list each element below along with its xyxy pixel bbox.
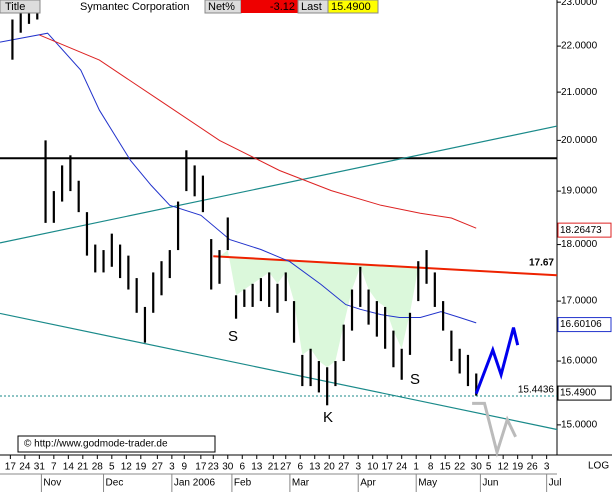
forecast <box>472 401 517 458</box>
x-tick-label: 12 <box>498 462 510 473</box>
x-tick-label: 14 <box>63 462 75 473</box>
y-tick-label: 20.0000 <box>561 135 598 146</box>
neckline-label: 17.67 <box>529 258 554 269</box>
x-tick-label: 28 <box>92 462 104 473</box>
month-label: Mar <box>292 478 310 489</box>
month-label: Jul <box>549 478 562 489</box>
trendline <box>0 125 558 244</box>
trendline <box>0 312 558 431</box>
x-tick-label: 10 <box>367 462 379 473</box>
x-tick-label: 12 <box>121 462 133 473</box>
x-tick-label: 30 <box>471 462 483 473</box>
x-tick-label: 22 <box>454 462 466 473</box>
x-tick-label: 19 <box>135 462 147 473</box>
tab-box <box>0 0 41 14</box>
net-value-box <box>241 0 298 13</box>
month-label: Dec <box>106 478 124 489</box>
y-tick-label: 22.0000 <box>561 41 598 52</box>
net-value: -3.12 <box>270 1 295 13</box>
x-tick-label: 20 <box>324 462 336 473</box>
price-label-box <box>557 385 612 401</box>
y-tick-label: 19.0000 <box>561 186 598 197</box>
y-tick-label: 17.0000 <box>561 296 598 307</box>
month-label: Jun <box>482 478 498 489</box>
x-tick-label: 27 <box>280 462 292 473</box>
x-tick-label: 21 <box>268 462 280 473</box>
x-tick-label: 17 <box>5 462 17 473</box>
x-tick-label: 27 <box>338 462 350 473</box>
x-tick-label: 31 <box>34 462 46 473</box>
month-label: Apr <box>360 478 376 489</box>
x-tick-label: 9 <box>182 462 188 473</box>
month-label: May <box>418 478 437 489</box>
chart-title: Symantec Corporation <box>80 1 189 13</box>
price-label: 15.4900 <box>560 388 597 399</box>
price-label: 18.26473 <box>560 225 602 236</box>
x-tick-label: 15 <box>440 462 452 473</box>
tab: Title <box>5 1 25 13</box>
x-tick-label: 17 <box>382 462 394 473</box>
price-label-box <box>557 317 612 333</box>
x-tick-label: 21 <box>77 462 89 473</box>
net-label: Net% <box>208 1 235 13</box>
month-label: Jan 2006 <box>174 478 216 489</box>
x-tick-label: 5 <box>486 462 492 473</box>
last-label: Last <box>301 1 322 13</box>
y-tick-label: 15.0000 <box>561 420 598 431</box>
moving-average <box>39 34 477 229</box>
header: Title Symantec Corporation Net% -3.12 La… <box>0 0 379 14</box>
x-tick-label: 5 <box>109 462 115 473</box>
x-tick-label: 23 <box>208 462 220 473</box>
x-tick-label: 17 <box>195 462 207 473</box>
x-tick-label: 7 <box>51 462 57 473</box>
y-tick-label: 23.0000 <box>561 0 598 8</box>
x-tick-label: 8 <box>428 462 434 473</box>
pattern-annotation: S <box>228 328 238 345</box>
x-tick-label: 24 <box>396 462 408 473</box>
y-tick-label: 18.0000 <box>561 239 598 250</box>
x-tick-label: 19 <box>512 462 524 473</box>
moving-average <box>0 32 477 324</box>
trendline <box>213 255 558 277</box>
price-label: 16.60106 <box>560 319 602 330</box>
last-value-box <box>327 0 379 14</box>
copyright-box <box>17 435 216 453</box>
x-tick-label: 30 <box>222 462 234 473</box>
scale-label: LOG <box>588 461 609 472</box>
x-tick-label: 1 <box>413 462 419 473</box>
x-tick-label: 6 <box>239 462 245 473</box>
x-tick-label: 3 <box>355 462 361 473</box>
y-tick-label: 16.0000 <box>561 356 598 367</box>
x-tick-label: 13 <box>309 462 321 473</box>
y-tick-label: 21.0000 <box>561 87 598 98</box>
reference-label: 15.4436 <box>518 385 555 396</box>
copyright: © http://www.godmode-trader.de <box>24 439 168 450</box>
price-label-box <box>557 222 612 238</box>
x-tick-label: 3 <box>544 462 550 473</box>
x-tick-label: 24 <box>19 462 31 473</box>
month-label: Feb <box>234 478 252 489</box>
x-tick-label: 26 <box>527 462 539 473</box>
pattern-annotation: K <box>323 409 333 426</box>
month-label: Nov <box>43 478 61 489</box>
x-tick-label: 6 <box>297 462 303 473</box>
x-tick-label: 27 <box>152 462 164 473</box>
forecast <box>474 327 520 395</box>
pattern-annotation: S <box>410 371 420 388</box>
last-value: 15.4900 <box>331 1 371 13</box>
x-tick-label: 3 <box>169 462 175 473</box>
pattern-fill <box>219 250 427 368</box>
x-tick-label: 13 <box>251 462 263 473</box>
